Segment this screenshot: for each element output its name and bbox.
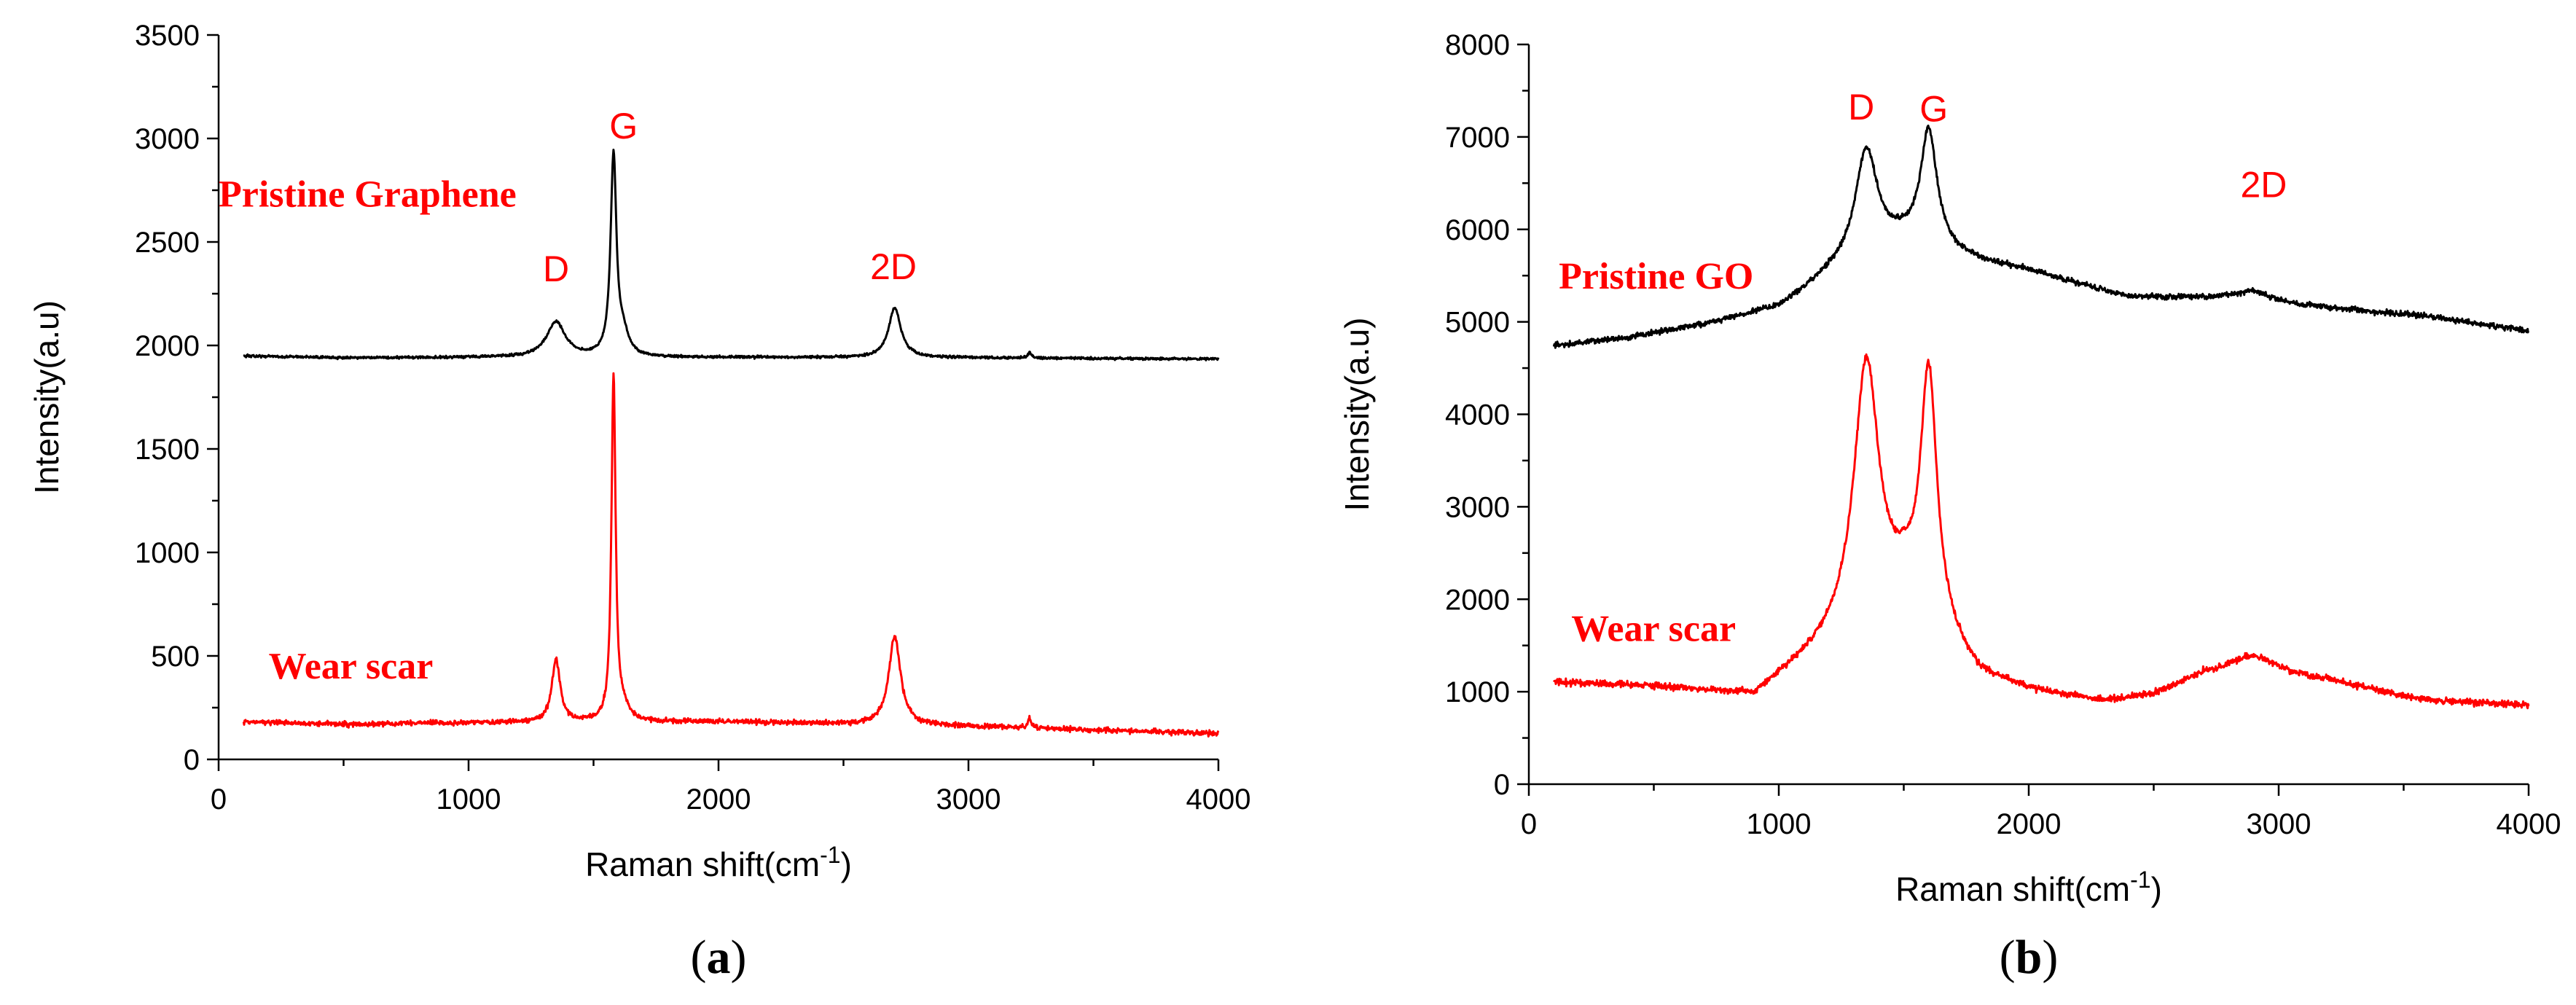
chart-a-y-tick-label: 3500 (135, 20, 200, 52)
chart-a-x-tick-label: 2000 (686, 783, 751, 816)
chart-b-peak-annotation: D (1848, 87, 1874, 128)
chart-b-y-tick-label: 7000 (1445, 122, 1510, 154)
chart-b-x-axis-title: Raman shift(cm-1) (1895, 867, 2162, 908)
chart-a-x-tick-label: 3000 (936, 783, 1001, 816)
chart-b-y-tick-label: 3000 (1445, 491, 1510, 523)
chart-a-series-annotation: Pristine Graphene (219, 174, 517, 216)
chart-a-peak-annotation: 2D (870, 246, 917, 287)
chart-a-x-axis-title-superscript: -1 (820, 842, 840, 868)
chart-a-panel-label-open: ( (691, 931, 707, 984)
chart-b-series-line-pristine (1552, 125, 2530, 349)
chart-a-y-tick-label: 2000 (135, 330, 200, 362)
chart-a-y-tick-label: 1500 (135, 434, 200, 466)
chart-b-x-axis-title-main: Raman shift(cm (1895, 870, 2130, 908)
chart-a-y-tick-label: 3000 (135, 123, 200, 155)
chart-a-y-tick-label: 0 (184, 744, 200, 776)
chart-b-x-axis-title-superscript: -1 (2130, 867, 2150, 893)
chart-b-x-tick-label: 0 (1521, 808, 1537, 840)
chart-a-panel-label: (a) (691, 931, 747, 984)
chart-b-y-tick-label: 2000 (1445, 584, 1510, 616)
chart-b-x-tick-label: 4000 (2497, 808, 2561, 840)
chart-b-series-annotation: Wear scar (1571, 608, 1736, 649)
chart-a-series-annotation: Wear scar (269, 646, 434, 687)
chart-a-peak-annotation: G (609, 106, 638, 146)
chart-a-y-tick-label: 1000 (135, 537, 200, 569)
chart-a-x-tick-label: 0 (211, 783, 227, 816)
chart-a-x-tick-label: 4000 (1186, 783, 1251, 816)
chart-a-y-tick-label: 500 (151, 641, 200, 673)
chart-a-panel-label-close: ) (731, 931, 747, 984)
chart-b-y-tick-label: 6000 (1445, 214, 1510, 246)
chart-b-y-tick-label: 5000 (1445, 307, 1510, 339)
chart-a-x-axis-title-main: Raman shift(cm (585, 845, 820, 883)
chart-b-peak-annotation: G (1919, 88, 1948, 129)
chart-a-x-tick-label: 1000 (436, 783, 501, 816)
chart-a-series-line-wear-scar (242, 372, 1220, 738)
chart-a-series-line-pristine (243, 149, 1220, 361)
panel-a-raman-chart: 0 1000 2000 3000 4000 0 500 1000 1500 2000 2500 300… (28, 20, 1250, 984)
chart-b-y-tick-label: 0 (1494, 769, 1510, 801)
chart-b-panel-label: (b) (2000, 931, 2059, 984)
chart-b-y-tick-label: 4000 (1445, 399, 1510, 431)
chart-b-series-annotation: Pristine GO (1559, 256, 1753, 297)
chart-a-y-axis-title: Intensity(a.u) (28, 300, 66, 494)
chart-b-panel-label-open: ( (2000, 931, 2016, 984)
chart-b-x-tick-label: 2000 (1997, 808, 2062, 840)
panel-b-raman-chart: 0 1000 2000 3000 4000 0 1000 2000 3000 4000 5000 60… (1338, 29, 2561, 984)
chart-b-series-line-wear-scar (1552, 353, 2530, 710)
chart-b-peak-annotation: 2D (2240, 164, 2287, 205)
chart-b-panel-label-letter: b (2016, 931, 2043, 984)
chart-b-x-tick-label: 1000 (1747, 808, 1812, 840)
chart-b-y-tick-label: 8000 (1445, 29, 1510, 61)
chart-a-panel-label-letter: a (707, 931, 731, 984)
chart-a-x-axis-title: Raman shift(cm-1) (585, 842, 852, 883)
chart-b-x-axis-title-tail: ) (2151, 870, 2162, 908)
chart-a-x-axis-title-tail: ) (841, 845, 852, 883)
chart-b-x-tick-label: 3000 (2247, 808, 2311, 840)
chart-b-y-tick-label: 1000 (1445, 676, 1510, 708)
chart-a-y-tick-label: 2500 (135, 227, 200, 259)
chart-b-y-axis-title: Intensity(a.u) (1338, 318, 1376, 512)
chart-b-panel-label-close: ) (2042, 931, 2058, 984)
chart-a-peak-annotation: D (543, 249, 569, 289)
